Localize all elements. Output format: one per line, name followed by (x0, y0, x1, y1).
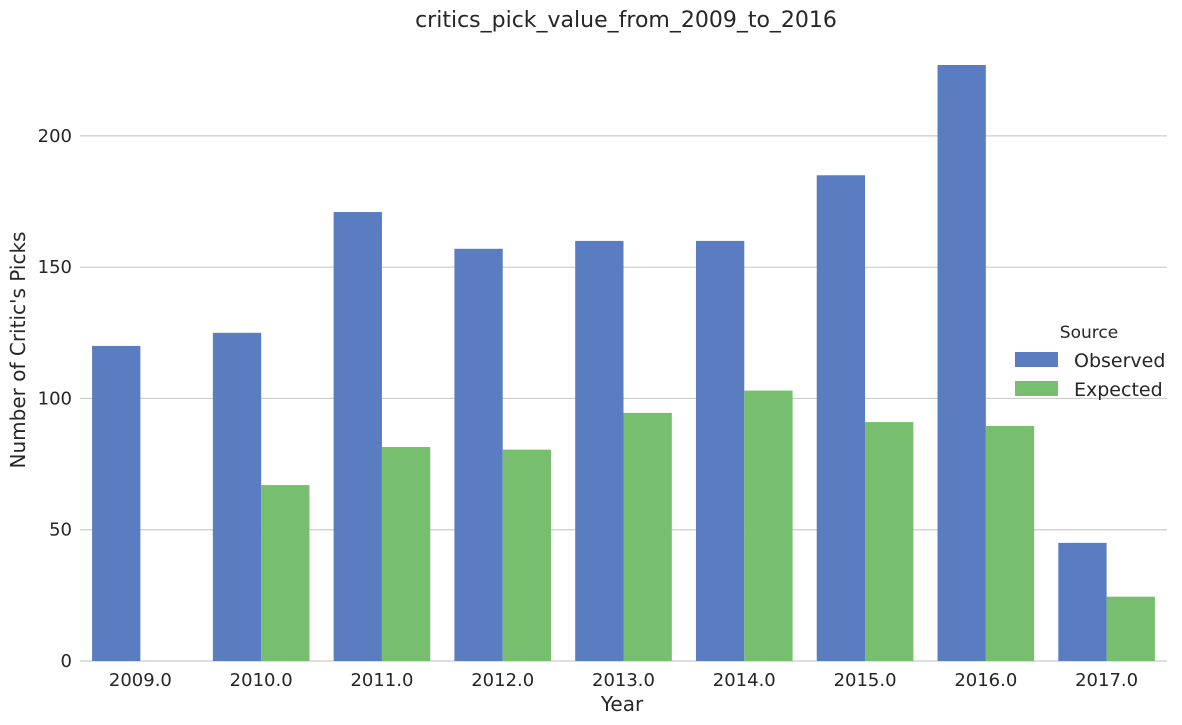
bar-observed (937, 65, 986, 661)
y-axis-label: Number of Critic's Picks (6, 232, 30, 469)
bar-expected (744, 390, 793, 661)
bar-observed (454, 248, 503, 661)
x-tick-label: 2011.0 (350, 670, 413, 691)
legend-title: Source (1060, 323, 1118, 343)
x-axis-label: Year (600, 692, 644, 716)
bar-expected (1106, 596, 1155, 661)
x-tick-label: 2017.0 (1075, 670, 1138, 691)
x-tick-label: 2010.0 (230, 670, 293, 691)
bar-expected (985, 426, 1035, 661)
x-tick-label: 2016.0 (954, 670, 1017, 691)
bar-observed (92, 345, 141, 661)
bar-expected (865, 422, 914, 661)
y-tick-label: 200 (38, 126, 72, 147)
y-tick-label: 100 (38, 388, 72, 409)
bar-observed (212, 332, 262, 661)
legend-swatch-observed (1015, 352, 1058, 367)
bar-observed (575, 240, 624, 661)
legend-label-observed: Observed (1074, 350, 1165, 372)
legend: Source Observed Expected (1015, 323, 1165, 401)
bars (92, 65, 1155, 662)
bar-expected (502, 449, 552, 661)
bar-expected (623, 412, 672, 661)
y-tick-label: 0 (61, 651, 72, 672)
y-tick-label: 50 (49, 520, 72, 541)
y-tick-label: 150 (38, 257, 72, 278)
x-tick-label: 2012.0 (471, 670, 534, 691)
bar-expected (381, 447, 431, 661)
bar-observed (695, 240, 745, 661)
x-tick-label: 2014.0 (713, 670, 776, 691)
bar-observed (333, 212, 382, 662)
legend-label-expected: Expected (1074, 379, 1163, 401)
x-tick-labels: 2009.0 2010.0 2011.0 2012.0 2013.0 2014.0 2015… (109, 670, 1138, 691)
x-tick-label: 2009.0 (109, 670, 172, 691)
x-tick-label: 2015.0 (834, 670, 897, 691)
bar-observed (816, 175, 866, 661)
y-tick-labels: 0 50 100 150 200 (38, 126, 72, 672)
legend-swatch-expected (1015, 381, 1058, 396)
bar-observed (1058, 542, 1107, 661)
x-tick-label: 2013.0 (592, 670, 655, 691)
bar-expected (261, 485, 310, 661)
chart-title: critics_pick_value_from_2009_to_2016 (415, 8, 837, 33)
